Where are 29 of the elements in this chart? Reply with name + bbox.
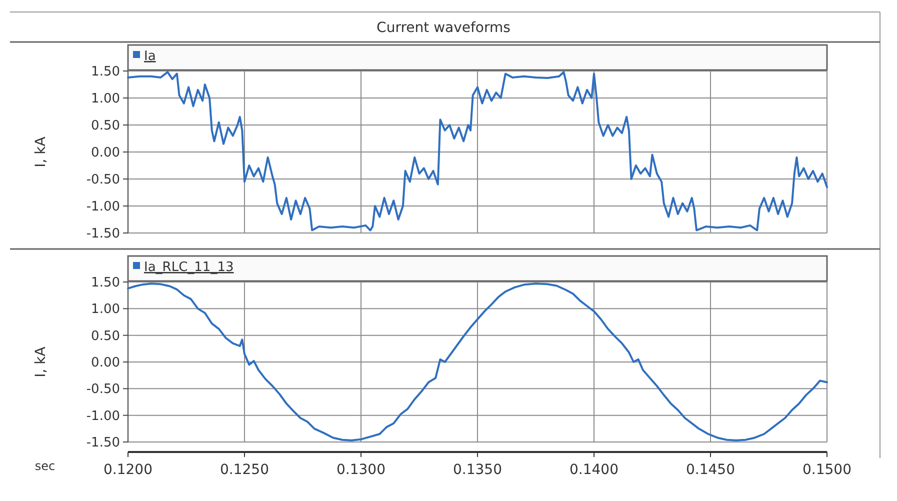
y-tick-label: 1.00 (91, 302, 120, 318)
y-tick-label: -1.50 (86, 226, 120, 242)
y-tick-label: -0.50 (86, 172, 120, 188)
x-axis-title: sec (34, 459, 56, 473)
y-tick-label: -1.50 (86, 436, 120, 451)
y-tick-label: 1.00 (91, 92, 120, 107)
line-series (127, 71, 828, 232)
x-tick-label: 0.1450 (686, 462, 735, 478)
y-tick-label: 0.50 (91, 328, 120, 344)
y-tick-label: -1.00 (86, 200, 120, 215)
y-tick-label: -1.00 (86, 408, 120, 424)
y-tick-label: 0.50 (91, 118, 120, 134)
x-tick-label: 0.1200 (104, 462, 152, 478)
y-tick-label: 0.00 (91, 356, 120, 371)
chart-title: Current waveforms (376, 20, 510, 36)
x-tick-label: 0.1400 (570, 462, 618, 478)
y-tick-label: 1.50 (91, 64, 120, 80)
x-tick-label: 0.1300 (336, 462, 386, 478)
y-axis-title: I, kA (33, 136, 49, 168)
y-tick-label: 1.50 (91, 276, 120, 291)
y-tick-label: 0.00 (91, 146, 120, 161)
legend-label: Ia_RLC_11_13 (144, 260, 234, 275)
x-tick-label: 0.1500 (802, 462, 852, 478)
x-tick-label: 0.1350 (453, 462, 502, 478)
x-tick-label: 0.1250 (220, 462, 269, 478)
line-series (127, 282, 828, 442)
legend-label: Ia (144, 49, 156, 64)
y-tick-label: -0.50 (86, 382, 120, 398)
y-axis-title: I, kA (33, 346, 49, 378)
